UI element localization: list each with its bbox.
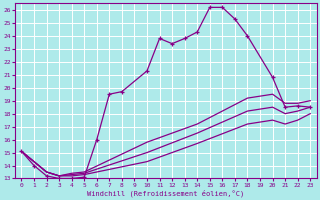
X-axis label: Windchill (Refroidissement éolien,°C): Windchill (Refroidissement éolien,°C)	[87, 189, 244, 197]
